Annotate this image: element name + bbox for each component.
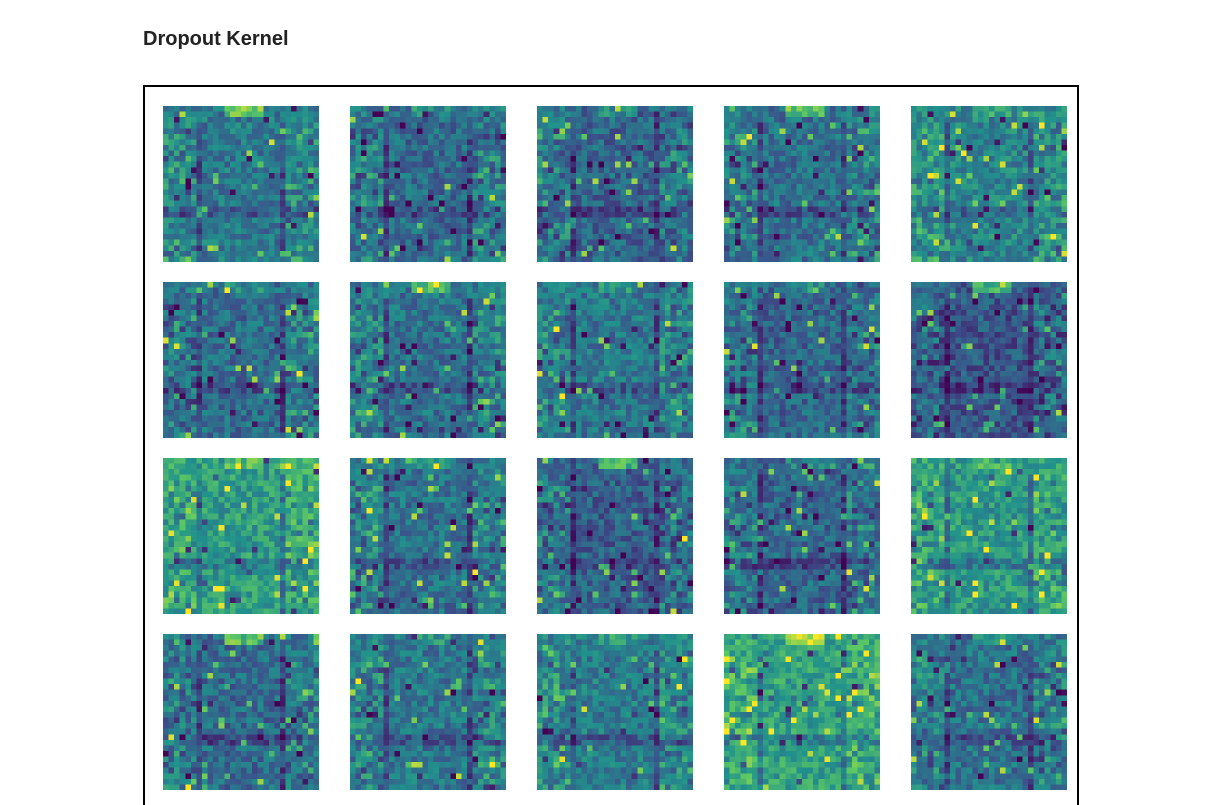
kernel-thumbnail xyxy=(537,458,693,614)
kernel-figure xyxy=(143,85,1079,805)
kernel-heatmap xyxy=(350,458,506,614)
kernel-thumbnail xyxy=(350,106,506,262)
kernel-thumbnail xyxy=(163,282,319,438)
kernel-heatmap xyxy=(537,106,693,262)
kernel-thumbnail xyxy=(537,106,693,262)
kernel-thumbnail xyxy=(911,634,1067,790)
kernel-heatmap xyxy=(911,458,1067,614)
kernel-thumbnail xyxy=(163,458,319,614)
kernel-heatmap xyxy=(163,106,319,262)
kernel-thumbnail xyxy=(724,634,880,790)
kernel-heatmap xyxy=(911,106,1067,262)
kernel-heatmap xyxy=(911,634,1067,790)
kernel-thumbnail xyxy=(911,282,1067,438)
kernel-thumbnail xyxy=(724,458,880,614)
kernel-thumbnail xyxy=(537,282,693,438)
kernel-thumbnail xyxy=(537,634,693,790)
kernel-heatmap xyxy=(537,634,693,790)
kernel-thumbnail xyxy=(350,458,506,614)
kernel-thumbnail xyxy=(724,282,880,438)
kernel-heatmap xyxy=(350,634,506,790)
kernel-thumbnail xyxy=(911,106,1067,262)
kernel-heatmap xyxy=(911,282,1067,438)
kernel-thumbnail xyxy=(350,282,506,438)
kernel-heatmap xyxy=(163,458,319,614)
page-title: Dropout Kernel xyxy=(143,28,289,50)
kernel-heatmap xyxy=(163,282,319,438)
kernel-heatmap xyxy=(163,634,319,790)
kernel-heatmap xyxy=(537,458,693,614)
kernel-thumbnail xyxy=(724,106,880,262)
kernel-thumbnail xyxy=(163,106,319,262)
kernel-heatmap xyxy=(537,282,693,438)
kernel-heatmap xyxy=(350,282,506,438)
kernel-thumbnail xyxy=(163,634,319,790)
kernel-heatmap xyxy=(724,458,880,614)
kernel-grid xyxy=(145,87,1077,805)
kernel-heatmap xyxy=(724,106,880,262)
kernel-heatmap xyxy=(350,106,506,262)
kernel-thumbnail xyxy=(911,458,1067,614)
kernel-thumbnail xyxy=(350,634,506,790)
kernel-heatmap xyxy=(724,282,880,438)
kernel-heatmap xyxy=(724,634,880,790)
